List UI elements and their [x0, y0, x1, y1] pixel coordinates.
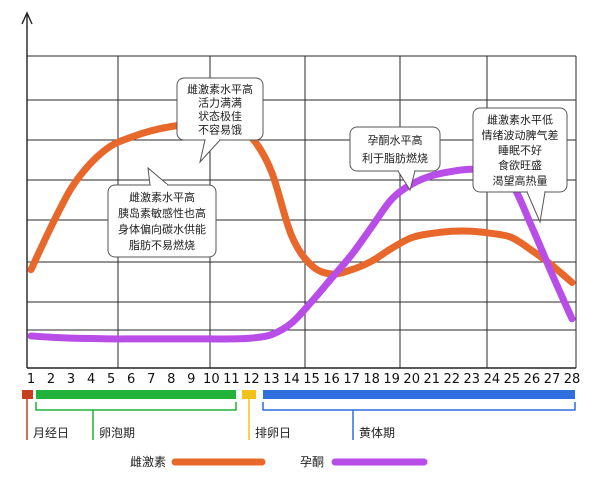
x-tick-label: 1: [27, 372, 35, 387]
phase-bars: 月经日 卵泡期 排卵日 黄体期: [22, 390, 576, 440]
x-tick-label: 24: [484, 372, 501, 387]
phase-menstruation: 月经日: [22, 390, 69, 440]
callout-line: 雌激素水平高: [129, 190, 195, 204]
callout-tail: [526, 191, 546, 224]
x-tick-label: 9: [187, 372, 195, 387]
callout-box: [349, 126, 441, 172]
callout-line: 胰岛素敏感性也高: [118, 206, 206, 220]
x-tick-label: 14: [283, 372, 300, 387]
legend-label: 雌激素: [130, 454, 166, 469]
callout-tail: [199, 139, 221, 164]
x-tick-label: 22: [444, 372, 461, 387]
callout-line: 食欲旺盛: [498, 158, 542, 172]
callout-line: 脂肪不易燃烧: [129, 238, 195, 252]
phase-label: 排卵日: [255, 426, 291, 440]
x-tick-label: 12: [243, 372, 260, 387]
callout-tail: [397, 170, 416, 192]
callout-line: 状态极佳: [198, 109, 242, 123]
x-tick-labels: 1 2 3 4 5 6 7 8 9 10 11 12 13 14 15 16 17 18 19 20 21 22 23 24 2…: [27, 372, 580, 387]
phase-follicular: 卵泡期: [35, 390, 237, 440]
x-tick-label: 13: [263, 372, 280, 387]
callout-line: 身体偏向碳水供能: [118, 222, 206, 236]
x-tick-label: 3: [67, 372, 75, 387]
callout-line: 利于脂肪燃烧: [362, 151, 428, 165]
phase-label: 卵泡期: [99, 426, 135, 440]
x-tick-label: 5: [107, 372, 115, 387]
x-tick-label: 8: [167, 372, 175, 387]
x-tick-label: 28: [564, 372, 581, 387]
callout-line: 雌激素水平低: [487, 113, 553, 127]
phase-label: 月经日: [33, 426, 69, 440]
phase-bar: [36, 390, 236, 399]
phase-ovulation: 排卵日: [242, 390, 291, 440]
legend-item: 雌激素: [130, 454, 266, 469]
grid: [27, 55, 577, 368]
estrogen-line: [27, 118, 576, 286]
callout-line: 活力满满: [198, 96, 242, 109]
x-tick-label: 25: [504, 372, 521, 387]
x-tick-label: 7: [147, 372, 155, 387]
phase-label: 黄体期: [359, 426, 395, 440]
phase-bracket: [35, 402, 237, 411]
legend-label: 孕酮: [300, 455, 324, 469]
x-tick-label: 20: [403, 372, 420, 387]
x-tick-label: 2: [47, 372, 55, 387]
x-tick-label: 26: [524, 372, 541, 387]
x-tick-label: 18: [363, 372, 380, 387]
x-tick-label: 27: [544, 372, 561, 387]
phase-bracket: [262, 402, 576, 411]
phase-bar: [22, 390, 33, 399]
callout-line: 不容易饿: [198, 122, 242, 136]
phase-bar: [242, 390, 256, 399]
legend-item: 孕酮: [300, 455, 428, 469]
callout-line: 渴望高热量: [493, 173, 548, 187]
x-tick-label: 19: [383, 372, 400, 387]
x-tick-label: 17: [343, 372, 360, 387]
callouts: 雌激素水平高活力满满状态极佳不容易饿雌激素水平高胰岛素敏感性也高身体偏向碳水供能…: [107, 77, 568, 258]
legend: 雌激素 孕酮: [130, 454, 428, 469]
y-axis-arrow: [21, 11, 33, 25]
callout-tail: [147, 166, 169, 186]
x-tick-label: 15: [303, 372, 320, 387]
x-tick-label: 6: [127, 372, 135, 387]
callout-line: 雌激素水平高: [187, 82, 253, 96]
axes: [21, 11, 576, 369]
x-tick-label: 23: [464, 372, 481, 387]
phase-bar: [263, 390, 575, 399]
callout-line: 情绪波动脾气差: [482, 128, 559, 142]
x-tick-label: 10: [203, 372, 220, 387]
phase-luteal: 黄体期: [262, 390, 576, 440]
callout-line: 睡眠不好: [498, 143, 542, 157]
x-tick-label: 4: [87, 372, 95, 387]
callout-line: 孕酮水平高: [368, 133, 423, 147]
callout-box: [472, 107, 568, 193]
x-tick-label: 16: [323, 372, 340, 387]
x-tick-label: 21: [423, 372, 440, 387]
x-tick-label: 11: [223, 372, 240, 387]
